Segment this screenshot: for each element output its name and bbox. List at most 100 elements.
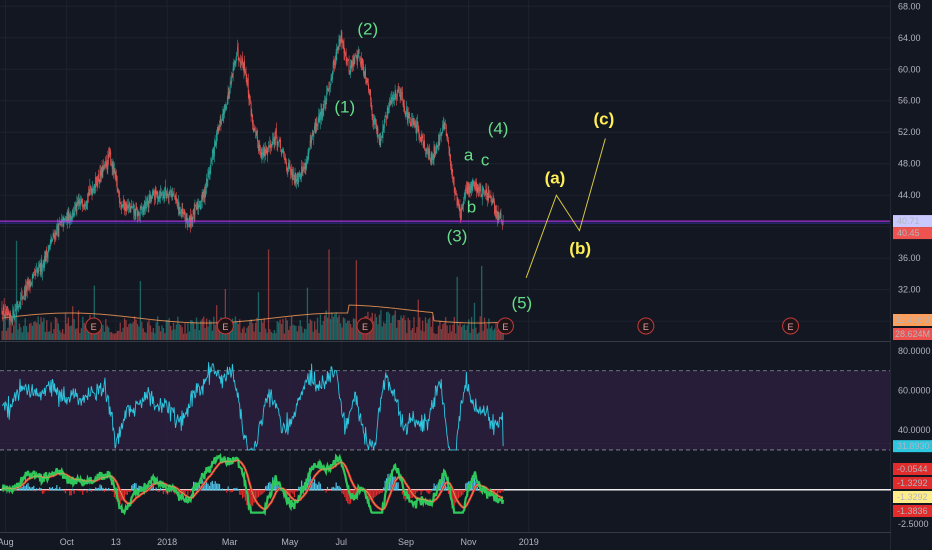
volume-bar xyxy=(476,333,478,340)
candle-body xyxy=(81,199,83,205)
candle-body xyxy=(90,187,91,189)
macd-histogram-bar xyxy=(502,489,504,492)
volume-moving-average xyxy=(1,304,504,324)
candle-body xyxy=(59,223,60,225)
candle-body xyxy=(249,99,251,101)
candle-body xyxy=(247,79,248,85)
candle-body xyxy=(341,32,343,43)
candle-body xyxy=(194,205,196,215)
candle-body xyxy=(167,193,168,197)
earnings-icon[interactable] xyxy=(356,317,374,335)
candle-body xyxy=(323,103,325,111)
volume-bar xyxy=(489,328,491,340)
candle-body xyxy=(54,235,55,240)
time-axis[interactable]: Aug Oct 13 2018 Mar May Jul Sep Nov 2019 xyxy=(0,537,539,547)
candle-body xyxy=(243,61,245,73)
candle-body xyxy=(422,135,423,139)
volume-bar xyxy=(246,327,248,340)
candle-body xyxy=(103,164,105,168)
price-tick-label: 36.00 xyxy=(898,253,921,263)
volume-bar xyxy=(237,324,239,340)
candle-body xyxy=(288,162,289,170)
volume-bar xyxy=(59,330,61,340)
volume-bar xyxy=(123,318,126,340)
macd-histogram-bar xyxy=(410,489,412,499)
candle-body xyxy=(209,169,211,173)
macd-histogram-bar xyxy=(66,489,68,491)
volume-bar xyxy=(144,332,146,340)
macd-pane[interactable] xyxy=(0,452,932,517)
candle-body xyxy=(181,209,183,213)
earnings-icon[interactable] xyxy=(85,317,103,335)
volume-bar xyxy=(25,326,28,340)
candle-body xyxy=(224,105,226,107)
candle-body xyxy=(309,140,311,149)
macd-histogram-bar xyxy=(138,485,140,491)
volume-bar xyxy=(38,324,41,340)
volume-bar xyxy=(383,321,385,340)
candle-body xyxy=(9,313,11,320)
candle-body xyxy=(466,187,468,195)
volume-bar xyxy=(414,332,417,340)
macd-histogram-bar xyxy=(496,489,499,495)
volume-bar xyxy=(205,318,208,340)
candle-body xyxy=(144,201,145,212)
candle-body xyxy=(407,112,409,123)
candle-body xyxy=(359,55,361,61)
rsi-pane[interactable] xyxy=(0,362,890,451)
earnings-icon[interactable] xyxy=(496,317,514,335)
candle-body xyxy=(478,186,480,192)
candle-body xyxy=(20,296,22,309)
price-candles[interactable] xyxy=(1,29,504,326)
volume-bar xyxy=(393,314,395,340)
macd-histogram-bar xyxy=(334,487,336,491)
candle-body xyxy=(223,109,225,117)
candle-body xyxy=(259,144,261,151)
candle-body xyxy=(238,57,240,60)
candle-body xyxy=(176,199,178,201)
candle-body xyxy=(485,189,487,196)
candle-body xyxy=(125,203,127,212)
macd-histogram-bar xyxy=(332,486,334,491)
volume-bar xyxy=(305,329,307,340)
wave-label: (3) xyxy=(447,227,468,246)
volume-bar xyxy=(74,328,77,340)
volume-bar xyxy=(396,327,398,340)
candle-body xyxy=(427,148,428,150)
candle-body xyxy=(350,65,351,75)
volume-bar xyxy=(345,322,347,340)
candle-body xyxy=(167,196,169,198)
candle-body xyxy=(7,312,9,316)
macd-histogram-bar xyxy=(429,489,431,494)
price-axis[interactable]: 28.0032.0036.0040.0044.0048.0052.0056.00… xyxy=(891,0,932,550)
macd-histogram-bar xyxy=(325,489,327,493)
macd-histogram-bar xyxy=(288,489,290,494)
candle-body xyxy=(196,206,197,210)
earnings-icon[interactable] xyxy=(216,317,234,335)
volume-bar xyxy=(254,322,257,340)
volume-bar xyxy=(138,326,140,340)
candle-body xyxy=(31,282,32,285)
candle-body xyxy=(251,113,253,117)
volume-bar xyxy=(398,320,401,340)
rsi-value-box xyxy=(893,440,932,453)
volume-bar xyxy=(411,328,414,340)
candle-body xyxy=(339,40,341,41)
earnings-icon[interactable] xyxy=(782,317,800,335)
candle-body xyxy=(337,46,338,51)
volume-bar xyxy=(118,330,120,340)
candle-body xyxy=(491,201,493,204)
candle-body xyxy=(292,173,294,180)
candle-body xyxy=(374,118,376,122)
wave-label: (b) xyxy=(569,239,591,258)
candle-body xyxy=(458,206,460,208)
candle-body xyxy=(116,175,117,181)
macd-histogram-bar xyxy=(205,479,208,491)
volume-bar xyxy=(180,324,182,340)
macd-histogram-bar xyxy=(298,486,300,491)
candle-body xyxy=(98,180,100,183)
volume-bar xyxy=(7,327,9,340)
earnings-icon[interactable] xyxy=(637,317,655,335)
